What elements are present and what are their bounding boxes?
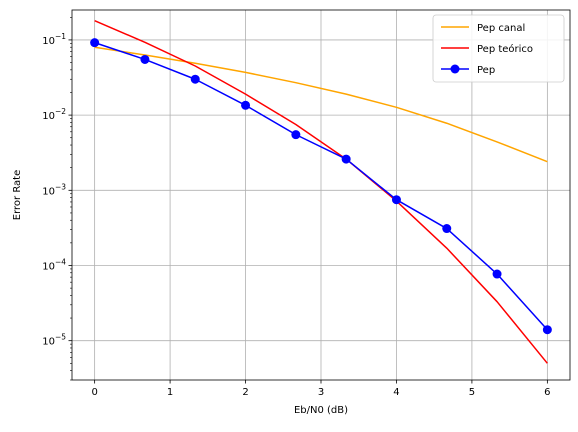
- x-tick-label: 1: [167, 387, 173, 398]
- data-point: [291, 130, 301, 140]
- y-tick-label: 10−3: [42, 182, 66, 197]
- legend-entry: Pep teórico: [441, 43, 533, 55]
- legend-label: Pep canal: [477, 23, 525, 34]
- data-point: [341, 154, 351, 164]
- y-tick-label: 10−2: [42, 107, 66, 122]
- data-point: [241, 100, 251, 110]
- series-line: [94, 20, 548, 364]
- legend-label: Pep: [477, 65, 495, 76]
- x-tick-label: 2: [242, 387, 248, 398]
- y-tick-label: 10−1: [42, 32, 66, 47]
- data-point: [190, 74, 200, 84]
- x-tick-label: 3: [318, 387, 324, 398]
- x-tick-label: 6: [544, 387, 550, 398]
- series-0: [94, 46, 548, 163]
- series-2: [90, 38, 552, 335]
- data-point: [492, 269, 502, 279]
- legend-entry: Pep canal: [441, 23, 525, 34]
- legend-entry: Pep: [441, 64, 495, 76]
- x-tick-label: 4: [393, 387, 399, 398]
- data-point: [90, 38, 100, 48]
- series-line: [94, 41, 548, 331]
- legend-marker: [450, 64, 460, 74]
- x-tick-label: 5: [469, 387, 475, 398]
- legend-box: [432, 14, 565, 83]
- data-point: [140, 54, 150, 64]
- y-axis-label: Error Rate: [12, 170, 23, 220]
- ticks: 0 1 2 3 4 5 6 10−5 10−4 10−3 10−2 10−1: [42, 16, 551, 398]
- x-tick-label: 0: [91, 387, 97, 398]
- series-1: [94, 20, 548, 364]
- series-layer: [90, 20, 552, 364]
- legend-label: Pep teórico: [477, 43, 533, 55]
- x-axis-label: Eb/N0 (dB): [294, 405, 348, 416]
- y-tick-label: 10−5: [42, 333, 66, 348]
- data-point: [542, 325, 552, 335]
- y-tick-label: 10−4: [42, 257, 66, 272]
- data-point: [391, 195, 401, 205]
- series-line: [94, 46, 548, 163]
- legend: Pep canal Pep teórico Pep: [432, 14, 565, 83]
- data-point: [442, 224, 452, 234]
